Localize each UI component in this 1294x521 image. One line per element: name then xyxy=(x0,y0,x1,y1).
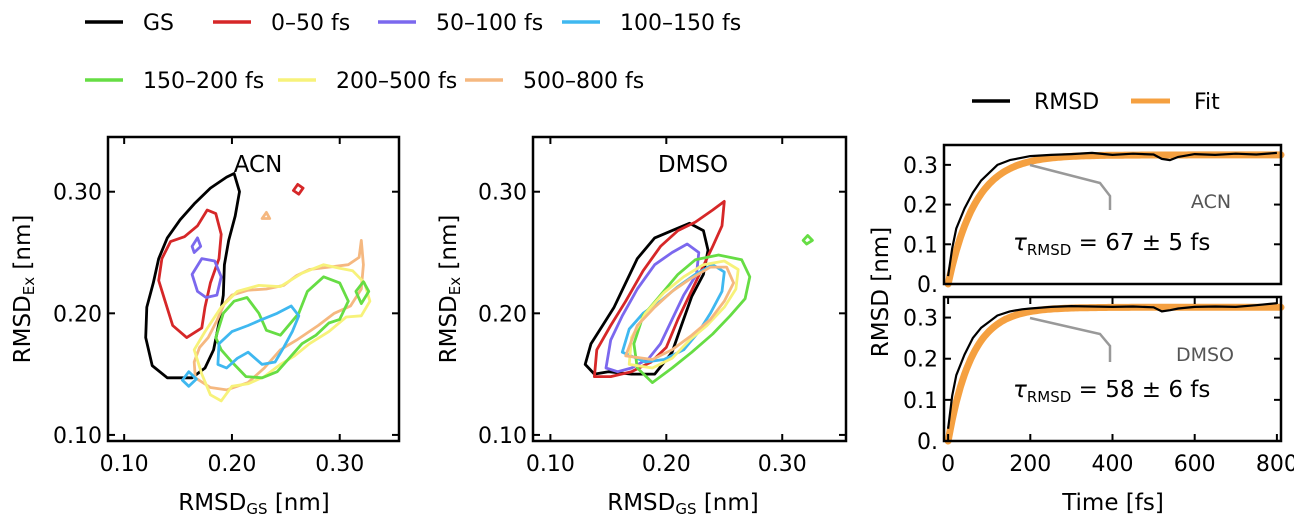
x-tick-label: 0.20 xyxy=(207,452,256,477)
legend-label-0: GS xyxy=(143,11,174,36)
x-axis-label: RMSDGS [nm] xyxy=(607,490,759,518)
contour-line-1 xyxy=(593,199,726,379)
y-axis-label-time: RMSD [nm] xyxy=(868,227,894,357)
y-tick-label: 0.3 xyxy=(903,154,938,179)
y-tick-label: 0.30 xyxy=(53,181,102,206)
contour-line-6 xyxy=(627,259,740,370)
y-tick-label: 0.20 xyxy=(53,302,102,327)
contour-line-5 xyxy=(801,234,814,246)
contour-line-3 xyxy=(190,236,203,254)
plot-frame xyxy=(531,135,848,443)
contour-panel-dmso: DMSO 0.10 0.20 0.30 0.10 0.20 0.30 RMSDGS [nm… xyxy=(436,135,848,518)
tau-annotation-acn: τRMSD = 67 ± 5 fs xyxy=(1013,230,1210,259)
contour-line-11 xyxy=(260,210,272,220)
time-panel-dmso: 0. 0.1 0.2 0.3 0 200 400 600 800 DMSO τRMSD = 58… xyxy=(903,295,1294,516)
plot-frame xyxy=(942,143,1283,286)
panel-title-acn: ACN xyxy=(234,152,283,178)
contour-line-10 xyxy=(180,370,198,388)
contour-line-0 xyxy=(583,221,710,376)
y-tick-label: 0.10 xyxy=(478,424,527,449)
contour-legend: GS 0–50 fs 50–100 fs 100–150 fs 150–200 fs 20… xyxy=(85,11,741,94)
tau-annotation-dmso: τRMSD = 58 ± 6 fs xyxy=(1013,377,1210,406)
y-axis-label: RMSDEx [nm] xyxy=(436,215,464,364)
contour-line-8 xyxy=(354,280,371,306)
x-axis-label: RMSDGS [nm] xyxy=(178,490,330,518)
x-tick-label: 0.10 xyxy=(100,452,149,477)
y-tick-label: 0.10 xyxy=(53,424,102,449)
panel-title-dmso: DMSO xyxy=(658,152,728,178)
legend-label-rmsd: RMSD xyxy=(1034,90,1099,115)
legend-label-3: 100–150 fs xyxy=(620,11,741,36)
x-tick-label: 200 xyxy=(1009,452,1051,477)
contour-line-6 xyxy=(192,263,372,403)
y-tick-label: 0.2 xyxy=(903,194,938,219)
contour-panel-acn: ACN 0.10 0.20 0.30 0.10 0.20 0.30 RMSDGS [nm]… xyxy=(10,135,401,518)
fit-legend: RMSD Fit xyxy=(972,90,1220,115)
x-axis-label: Time [fs] xyxy=(1061,490,1164,516)
panel-title-dmso: DMSO xyxy=(1176,344,1234,366)
x-tick-label: 0 xyxy=(941,452,955,477)
y-tick-label: 0. xyxy=(917,273,938,298)
fit-curve xyxy=(944,151,1285,288)
contour-line-0 xyxy=(144,172,241,380)
y-tick-label: 0.2 xyxy=(903,348,938,373)
rmsd-line xyxy=(947,151,1277,277)
y-tick-label: 0.20 xyxy=(478,302,527,327)
contour-line-9 xyxy=(216,304,301,370)
callout-line xyxy=(1029,163,1112,210)
x-tick-label: 400 xyxy=(1092,452,1134,477)
contour-line-1 xyxy=(157,208,223,340)
legend-label-5: 200–500 fs xyxy=(336,69,457,94)
contour-line-7 xyxy=(214,275,350,380)
x-tick-label: 600 xyxy=(1174,452,1216,477)
time-panel-acn: 0. 0.1 0.2 0.3 ACN τRMSD = 67 ± 5 fs xyxy=(903,143,1285,298)
rmsd-line xyxy=(947,302,1278,429)
plot-frame xyxy=(106,135,401,443)
x-tick-label: 0.30 xyxy=(758,452,807,477)
legend-label-1: 0–50 fs xyxy=(271,11,350,36)
contour-line-7 xyxy=(624,265,735,361)
y-tick-label: 0.1 xyxy=(903,389,938,414)
y-tick-label: 0. xyxy=(917,430,938,455)
x-tick-label: 800 xyxy=(1256,452,1294,477)
panel-title-acn: ACN xyxy=(1191,191,1231,213)
y-tick-label: 0.3 xyxy=(903,307,938,332)
legend-label-2: 50–100 fs xyxy=(436,11,543,36)
x-tick-label: 0.20 xyxy=(642,452,691,477)
x-tick-label: 0.10 xyxy=(526,452,575,477)
y-tick-label: 0.1 xyxy=(903,233,938,258)
y-axis-label: RMSDEx [nm] xyxy=(10,215,38,364)
contour-line-2 xyxy=(604,242,701,374)
legend-label-6: 500–800 fs xyxy=(523,69,644,94)
contour-line-4 xyxy=(190,257,223,299)
x-tick-label: 0.30 xyxy=(315,452,364,477)
callout-line xyxy=(1029,316,1112,362)
legend-label-fit: Fit xyxy=(1194,90,1220,115)
y-tick-label: 0.30 xyxy=(478,181,527,206)
contour-line-2 xyxy=(291,182,305,196)
fit-curve xyxy=(944,303,1285,445)
legend-label-4: 150–200 fs xyxy=(143,69,264,94)
contour-line-5 xyxy=(192,238,365,392)
